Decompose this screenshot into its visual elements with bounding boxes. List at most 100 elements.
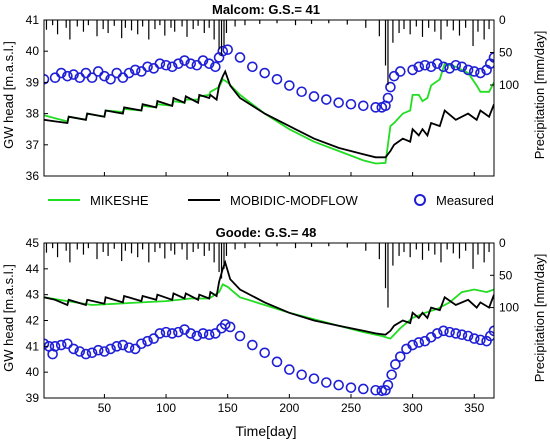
bottom-measured-point: [345, 382, 357, 393]
bottom-xtick-label: 300: [403, 401, 423, 415]
top-ytick-right-label: 50: [499, 46, 513, 60]
bottom-measured-point: [129, 343, 141, 355]
bottom-measured-point: [111, 341, 123, 352]
top-series-precipitation: [45, 20, 490, 85]
top-ytick-right-label: 100: [499, 78, 519, 92]
bottom-measured-point: [123, 342, 135, 353]
bottom-measured-point: [173, 326, 184, 338]
bottom-measured-point: [160, 326, 172, 338]
bottom-measured-point: [259, 347, 270, 359]
bottom-measured-point: [99, 346, 110, 357]
top-measured-point: [99, 70, 110, 82]
bottom-measured-point: [191, 330, 203, 342]
bottom-measured-point: [185, 328, 197, 339]
top-chart-ylabel-right: Precipitation [mm/day]: [532, 31, 547, 160]
top-measured-point: [358, 100, 369, 112]
bottom-measured-point: [488, 325, 494, 337]
bottom-measured-point: [382, 379, 394, 391]
bottom-measured-point: [62, 338, 73, 350]
bottom-measured-point: [80, 348, 92, 360]
top-chart-title: Malcom: G.S.= 41: [212, 2, 320, 17]
top-measured-point: [166, 61, 178, 73]
bottom-measured-point: [148, 333, 160, 344]
bottom-ytick-label: 43: [26, 288, 40, 302]
top-measured-point: [413, 61, 425, 73]
bottom-measured-point: [475, 334, 486, 346]
bottom-measured-point: [284, 364, 295, 375]
top-axes-box: [43, 19, 495, 177]
top-measured-point: [385, 81, 396, 93]
bottom-ytick-label: 40: [26, 365, 40, 379]
bottom-xtick-label: 100: [156, 401, 176, 415]
bottom-measured-point: [413, 337, 425, 348]
top-measured-point: [450, 59, 462, 71]
bottom-measured-point: [321, 377, 332, 388]
bottom-ytick-right-label: 50: [499, 268, 513, 282]
top-measured-point: [468, 66, 480, 77]
top-measured-point: [86, 72, 98, 84]
bottom-xtick-label: 350: [464, 401, 484, 415]
bottom-measured-point: [395, 351, 406, 362]
top-measured-point: [197, 55, 209, 66]
top-measured-point: [284, 80, 295, 91]
top-measured-point: [136, 66, 147, 77]
top-measured-point: [431, 58, 443, 69]
legend: MIKESHE MOBIDIC-MODFLOW Measured: [48, 193, 494, 208]
bottom-measured-point: [55, 339, 67, 351]
bottom-measured-point: [117, 339, 129, 351]
bottom-measured-point: [105, 343, 116, 355]
top-measured-point: [438, 61, 449, 73]
bottom-measured-point: [386, 369, 397, 381]
bottom-series-mikeshe-line: [44, 283, 494, 340]
top-measured-point: [210, 61, 221, 73]
bottom-measured-point: [390, 359, 401, 370]
bottom-plot-area: [44, 243, 494, 397]
top-measured-point: [173, 58, 184, 69]
top-measured-point: [203, 58, 215, 69]
bottom-measured-point: [224, 321, 236, 333]
top-chart-ylabel: GW head [m.a.s.l.]: [1, 41, 16, 149]
bottom-measured-point: [86, 347, 98, 359]
top-measured-point: [217, 45, 229, 57]
bottom-measured-point: [358, 383, 369, 395]
top-measured-point: [191, 59, 203, 71]
bottom-measured-point: [92, 344, 104, 356]
top-measured-point: [111, 67, 123, 79]
bottom-series-precipitation: [45, 243, 490, 308]
bottom-chart-ylabel-right: Precipitation [mm/day]: [532, 254, 547, 383]
top-measured-point: [105, 73, 116, 85]
top-measured-point: [475, 67, 486, 79]
legend-label-measured: Measured: [436, 193, 494, 208]
bottom-measured-point: [438, 325, 449, 337]
top-measured-point: [456, 61, 468, 73]
top-ytick-label: 36: [26, 169, 40, 183]
bottom-measured-point: [234, 330, 246, 342]
top-measured-point: [444, 63, 455, 74]
bottom-measured-point: [431, 328, 443, 339]
bottom-measured-point: [462, 330, 474, 342]
bottom-ytick-label: 45: [26, 236, 40, 250]
bottom-measured-point: [247, 339, 258, 351]
top-ytick-label: 41: [26, 13, 40, 27]
top-measured-point: [185, 58, 197, 69]
bottom-ytick-label: 39: [26, 391, 40, 405]
top-measured-point: [395, 66, 406, 77]
bottom-xtick-label: 200: [279, 401, 299, 415]
top-measured-point: [68, 69, 79, 80]
bottom-chart-xlabel: Time[day]: [236, 423, 297, 439]
bottom-measured-point: [166, 328, 178, 339]
top-ytick-label: 39: [26, 75, 40, 89]
bottom-measured-point: [154, 328, 166, 339]
top-measured-point: [234, 52, 246, 63]
bottom-measured-point: [308, 373, 320, 384]
top-measured-point: [296, 86, 307, 98]
bottom-measured-point: [74, 346, 86, 357]
bottom-series-measured: [44, 319, 494, 397]
top-measured-point: [407, 64, 418, 76]
top-measured-point: [44, 73, 50, 85]
legend-label-mikeshe: MIKESHE: [90, 193, 149, 208]
bottom-measured-point: [203, 329, 215, 341]
bottom-measured-point: [456, 329, 468, 341]
bottom-chart: Goode: G.S.= 48 GW head [m.a.s.l.] Preci…: [1, 225, 547, 439]
